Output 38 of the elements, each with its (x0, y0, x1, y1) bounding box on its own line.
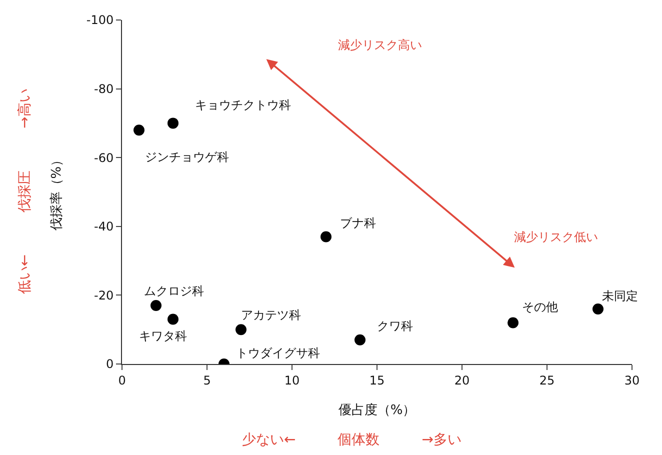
x-tick-label: 5 (203, 373, 211, 388)
annotation: トウダイグサ科 (236, 346, 320, 360)
point (168, 118, 178, 129)
text: 低い← 伐採圧 →高い (17, 88, 34, 294)
y-tick-label: -80 (94, 82, 114, 96)
annotation: 減少リスク高い (338, 38, 422, 52)
point (150, 300, 162, 312)
point (134, 124, 144, 136)
x-axis-title: 優占度（%） (338, 402, 416, 418)
annotation: 未同定 (602, 289, 638, 303)
x-tick-label: 30 (624, 373, 640, 388)
annotation: ムクロジ科 (144, 284, 204, 298)
point (508, 317, 518, 328)
point (354, 334, 366, 346)
annotation: アカテツ科 (241, 308, 301, 322)
y-tick-label: -40 (94, 220, 114, 234)
y-tick-label: -60 (94, 150, 114, 165)
x-tick-label: 15 (369, 373, 385, 388)
y-tick-label: 0 (106, 357, 114, 372)
point (168, 314, 178, 325)
x-tick-label: 20 (454, 373, 470, 388)
annotation: ジンチョウゲ科 (145, 150, 229, 164)
text: 少ない← 個体数 →多い (242, 432, 462, 448)
point (236, 324, 246, 336)
x-tick-label: 10 (284, 373, 300, 388)
point (592, 303, 604, 314)
x-tick-label: 25 (539, 373, 555, 388)
annotation: クワ科 (377, 319, 413, 333)
x-tick-label: 0 (118, 373, 126, 388)
point (320, 231, 332, 242)
y-tick-label: -20 (94, 288, 114, 302)
annotation: キワタ科 (139, 329, 187, 343)
y-tick-label: -100 (86, 13, 114, 28)
annotation: 減少リスク低い (514, 230, 598, 244)
y-axis-title: 伐採率（%） (48, 153, 64, 231)
annotation: キョウチクトウ科 (195, 98, 291, 112)
annotation: ブナ科 (340, 216, 376, 230)
annotation: その他 (522, 300, 558, 314)
